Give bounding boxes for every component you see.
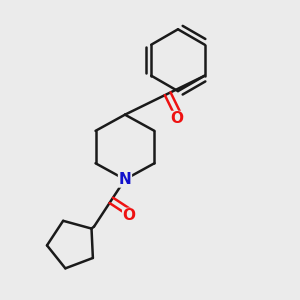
Text: N: N (118, 172, 131, 187)
Text: O: O (123, 208, 136, 224)
Text: O: O (170, 112, 183, 127)
